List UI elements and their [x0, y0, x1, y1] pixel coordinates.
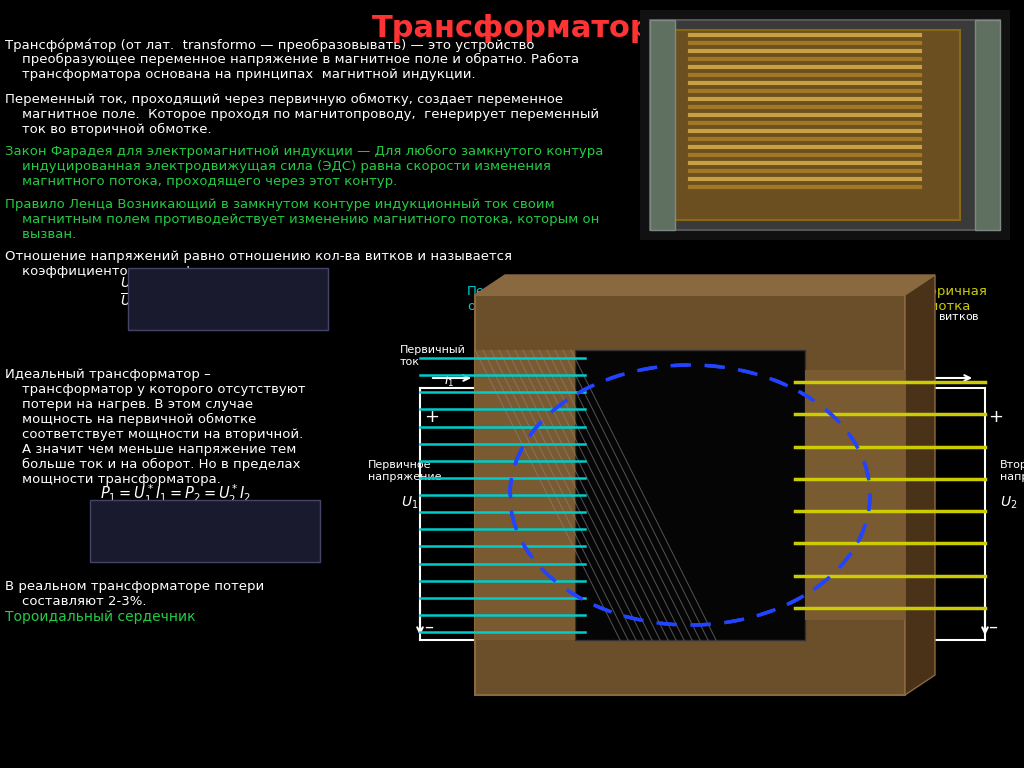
Text: больше ток и на оборот. Но в пределах: больше ток и на оборот. Но в пределах: [5, 458, 300, 471]
Text: $P_1=U_1^*I_1=P_2=U_2^*I_2$: $P_1=U_1^*I_1=P_2=U_2^*I_2$: [100, 483, 251, 506]
Text: Переменный ток, проходящий через первичную обмотку, создает переменное: Переменный ток, проходящий через первичн…: [5, 93, 563, 106]
Text: А значит чем меньше напряжение тем: А значит чем меньше напряжение тем: [5, 443, 296, 456]
Text: потери на нагрев. В этом случае: потери на нагрев. В этом случае: [5, 398, 253, 411]
Text: $\frac{U_2}{U_1} = \frac{N_2}{N_1} = \frac{I_1}{I_2}$: $\frac{U_2}{U_1} = \frac{N_2}{N_1} = \fr…: [156, 507, 254, 541]
Text: магнитным полем противодействует изменению магнитного потока, которым он: магнитным полем противодействует изменен…: [5, 213, 599, 226]
Text: Тороидальный сердечник: Тороидальный сердечник: [5, 610, 196, 624]
Text: мощности трансформатора.: мощности трансформатора.: [5, 473, 221, 486]
Text: трансформатора основана на принципах  магнитной индукции.: трансформатора основана на принципах маг…: [5, 68, 475, 81]
Text: $N_2$ витков: $N_2$ витков: [921, 310, 979, 324]
Text: $U_1$: $U_1$: [401, 495, 419, 511]
Text: индуцированная электродвижущая сила (ЭДС) равна скорости изменения: индуцированная электродвижущая сила (ЭДС…: [5, 160, 551, 173]
Text: $I_2$: $I_2$: [895, 374, 905, 389]
Text: +: +: [424, 408, 439, 426]
Text: магнитного потока, проходящего через этот контур.: магнитного потока, проходящего через это…: [5, 175, 397, 188]
Text: +: +: [988, 408, 1002, 426]
Text: Вторичная
обмотка: Вторичная обмотка: [912, 285, 987, 313]
Text: $U_2$: $U_2$: [1000, 495, 1018, 511]
Text: Трансформатор: Трансформатор: [372, 14, 652, 43]
Text: трансформатор у которого отсутствуют: трансформатор у которого отсутствуют: [5, 383, 305, 396]
Text: Первичное
напряжение: Первичное напряжение: [369, 460, 441, 482]
Text: В реальном трансформаторе потери: В реальном трансформаторе потери: [5, 580, 264, 593]
Text: Закон Фарадея для электромагнитной индукции — Для любого замкнутого контура: Закон Фарадея для электромагнитной индук…: [5, 145, 603, 158]
Text: Вторичный
ток: Вторичный ток: [867, 345, 933, 366]
Text: составляют 2-3%.: составляют 2-3%.: [5, 595, 146, 608]
Text: соответствует мощности на вторичной.: соответствует мощности на вторичной.: [5, 428, 303, 441]
Text: магнитное поле.  Которое проходя по магнитопроводу,  генерирует переменный: магнитное поле. Которое проходя по магни…: [5, 108, 599, 121]
Text: коэффициентом трансформации.: коэффициентом трансформации.: [5, 265, 259, 278]
Text: Первичный
ток: Первичный ток: [400, 345, 466, 366]
Text: Правило Ленца Возникающий в замкнутом контуре индукционный ток своим: Правило Ленца Возникающий в замкнутом ко…: [5, 198, 555, 211]
Text: Отношение напряжений равно отношению кол-ва витков и называется: Отношение напряжений равно отношению кол…: [5, 250, 512, 263]
Text: Магнитный
поток: Магнитный поток: [620, 385, 695, 413]
Text: вызван.: вызван.: [5, 228, 76, 241]
Text: мощность на первичной обмотке: мощность на первичной обмотке: [5, 413, 256, 426]
Text: Основа
трансформатора: Основа трансформатора: [628, 655, 753, 685]
Text: $N_1$ витков: $N_1$ витков: [475, 310, 535, 324]
Text: $\frac{U_1}{U_2} = \frac{N_1}{N_2} = k$: $\frac{U_1}{U_2} = \frac{N_1}{N_2} = k$: [120, 275, 220, 310]
Text: –: –: [424, 618, 433, 636]
Text: $I_1$: $I_1$: [444, 374, 455, 389]
Text: Трансфо́рма́тор (от лат.  transformo — преобразовывать) — это устройство: Трансфо́рма́тор (от лат. transformo — пр…: [5, 38, 535, 51]
Text: –: –: [988, 618, 997, 636]
Text: преобразующее переменное напряжение в магнитное поле и обратно. Работа: преобразующее переменное напряжение в ма…: [5, 53, 580, 66]
Text: Идеальный трансформатор –: Идеальный трансформатор –: [5, 368, 211, 381]
Text: ток во вторичной обмотке.: ток во вторичной обмотке.: [5, 123, 212, 136]
Text: Вторичное
напряжение: Вторичное напряжение: [1000, 460, 1024, 482]
Text: Первичная
обмотка: Первичная обмотка: [467, 285, 543, 313]
